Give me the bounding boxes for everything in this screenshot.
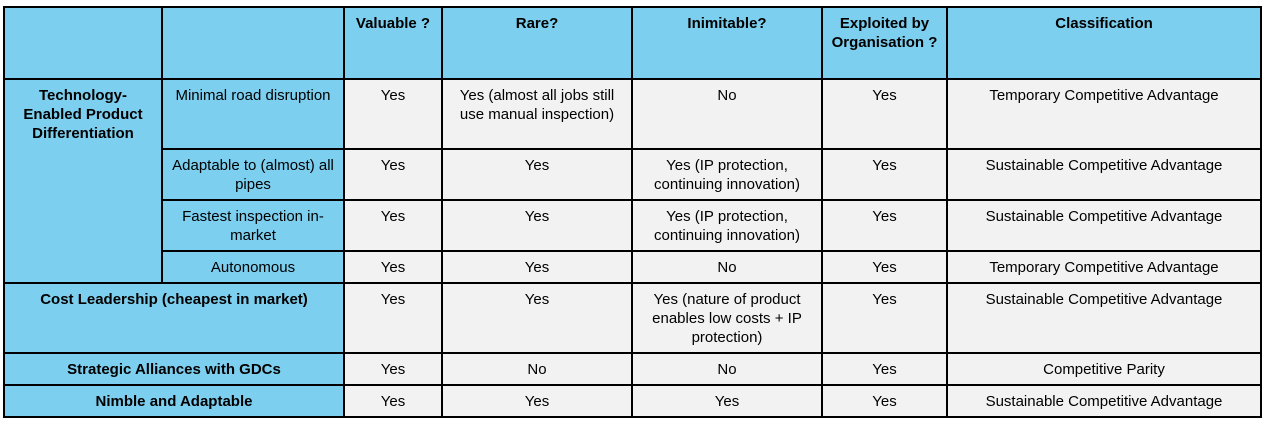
classification-cell: Competitive Parity [946,352,1262,386]
inimitable-cell: No [631,250,823,284]
header-exploited: Exploited by Organisation ? [821,6,948,80]
exploited-cell: Yes [821,250,948,284]
exploited-cell: Yes [821,199,948,252]
header-inimitable: Inimitable? [631,6,823,80]
classification-cell: Sustainable Competitive Advantage [946,148,1262,201]
header-rare: Rare? [441,6,633,80]
inimitable-cell: Yes [631,384,823,418]
inimitable-cell: No [631,352,823,386]
exploited-cell: Yes [821,282,948,354]
rare-cell: Yes [441,148,633,201]
table-row: Strategic Alliances with GDCs Yes No No … [3,352,1262,386]
classification-cell: Sustainable Competitive Advantage [946,384,1262,418]
inimitable-cell: Yes (IP protection, continuing innovatio… [631,148,823,201]
rare-cell: No [441,352,633,386]
rare-cell: Yes [441,384,633,418]
valuable-cell: Yes [343,352,443,386]
classification-cell: Temporary Competitive Advantage [946,78,1262,150]
rare-cell: Yes [441,282,633,354]
table-row: Fastest inspection in-market Yes Yes Yes… [4,199,1262,252]
table-row: Nimble and Adaptable Yes Yes Yes Yes Sus… [3,384,1262,418]
valuable-cell: Yes [343,384,443,418]
inimitable-cell: Yes (IP protection, continuing innovatio… [631,199,823,252]
row-label: Minimal road disruption [161,78,345,150]
valuable-cell: Yes [343,250,443,284]
valuable-cell: Yes [343,148,443,201]
table-row: Adaptable to (almost) all pipes Yes Yes … [4,148,1262,201]
header-sub-cell [161,6,345,80]
header-row: Valuable ? Rare? Inimitable? Exploited b… [3,6,1262,80]
classification-cell: Sustainable Competitive Advantage [946,199,1262,252]
table-row: Technology-Enabled Product Differentiati… [3,78,1262,284]
valuable-cell: Yes [343,199,443,252]
group-label: Technology-Enabled Product Differentiati… [3,78,163,284]
header-classification: Classification [946,6,1262,80]
row-label: Autonomous [161,250,345,284]
valuable-cell: Yes [343,282,443,354]
vrio-table: Valuable ? Rare? Inimitable? Exploited b… [3,6,1262,418]
row-label: Adaptable to (almost) all pipes [161,148,345,201]
inimitable-cell: No [631,78,823,150]
rare-cell: Yes [441,250,633,284]
row-label: Strategic Alliances with GDCs [3,352,345,386]
header-corner-cell [3,6,163,80]
exploited-cell: Yes [821,78,948,150]
classification-cell: Temporary Competitive Advantage [946,250,1262,284]
exploited-cell: Yes [821,148,948,201]
table-row: Autonomous Yes Yes No Yes Temporary Comp… [4,250,1262,284]
classification-cell: Sustainable Competitive Advantage [946,282,1262,354]
inimitable-cell: Yes (nature of product enables low costs… [631,282,823,354]
exploited-cell: Yes [821,384,948,418]
exploited-cell: Yes [821,352,948,386]
header-valuable: Valuable ? [343,6,443,80]
row-label: Nimble and Adaptable [3,384,345,418]
rare-cell: Yes [441,199,633,252]
row-label: Fastest inspection in-market [161,199,345,252]
table-row: Cost Leadership (cheapest in market) Yes… [3,282,1262,354]
rare-cell: Yes (almost all jobs still use manual in… [441,78,633,150]
row-label: Cost Leadership (cheapest in market) [3,282,345,354]
valuable-cell: Yes [343,78,443,150]
